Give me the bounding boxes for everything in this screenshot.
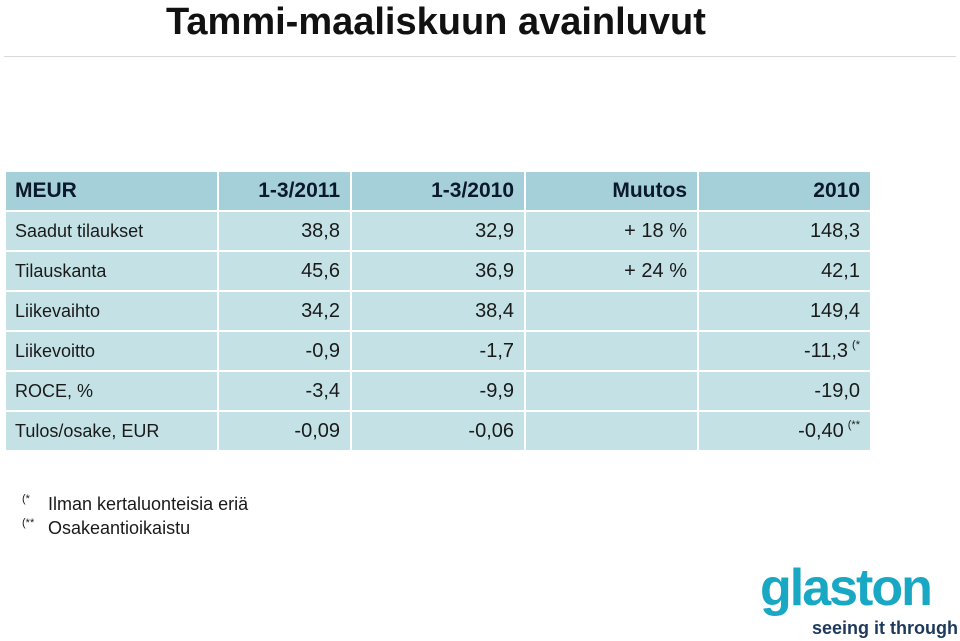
cell-2010: 42,1 [697,250,872,292]
table-row: Liikevaihto 34,2 38,4 149,4 [4,290,872,332]
row-label: ROCE, % [4,370,219,412]
column-header-meur: MEUR [4,170,219,212]
cell-2010: -19,0 [697,370,872,412]
row-label: Saadut tilaukset [4,210,219,252]
cell-q1-2010: 36,9 [350,250,526,292]
cell-q1-2011: 38,8 [217,210,352,252]
cell-2010-value: -11,3 [803,340,849,362]
cell-q1-2011: 34,2 [217,290,352,332]
table-row: Tulos/osake, EUR -0,09 -0,06 -0,40 (** [4,410,872,452]
footnote-marker: (* [852,339,860,351]
cell-2010: -11,3 (* [697,330,872,372]
cell-change: + 18 % [524,210,699,252]
key-figures-table: MEUR 1-3/2011 1-3/2010 Muutos 2010 Saadu… [4,170,872,452]
cell-q1-2010: -9,9 [350,370,526,412]
footnote-item: (** Osakeantioikaistu [22,517,191,539]
column-header-q1-2011: 1-3/2011 [217,170,352,212]
footnotes: (* Ilman kertaluonteisia eriä (** Osakeant… [22,492,248,540]
cell-q1-2011: -0,09 [217,410,352,452]
cell-change: + 24 % [524,250,699,292]
column-header-change: Muutos [524,170,699,212]
table-row: Tilauskanta 45,6 36,9 + 24 % 42,1 [4,250,872,292]
cell-q1-2010: 38,4 [350,290,526,332]
cell-2010-value: -19,0 [814,380,860,402]
cell-q1-2011: -0,9 [217,330,352,372]
column-header-2010: 2010 [697,170,872,212]
footnote-text: Ilman kertaluonteisia eriä [48,494,249,514]
cell-q1-2010: -1,7 [350,330,526,372]
footnote-marker: (** [847,419,860,431]
cell-q1-2010: 32,9 [350,210,526,252]
cell-change [524,290,699,332]
cell-2010: 149,4 [697,290,872,332]
cell-2010-value: 148,3 [809,220,860,242]
glaston-logo: glaston seeing it through [760,560,960,641]
logo-tagline: seeing it through [812,618,958,638]
cell-q1-2010: -0,06 [350,410,526,452]
column-header-q1-2010: 1-3/2010 [350,170,526,212]
cell-change [524,370,699,412]
cell-q1-2011: 45,6 [217,250,352,292]
page-title: Tammi-maaliskuun avainluvut [166,1,706,43]
cell-change [524,410,699,452]
cell-2010: -0,40 (** [697,410,872,452]
row-label: Liikevaihto [4,290,219,332]
cell-2010-value: 149,4 [809,300,860,322]
cell-2010-value: -0,40 [798,420,844,442]
table-row: Liikevoitto -0,9 -1,7 -11,3 (* [4,330,872,372]
cell-2010-value: 42,1 [821,260,860,282]
cell-2010: 148,3 [697,210,872,252]
title-divider [4,56,956,57]
row-label: Tulos/osake, EUR [4,410,219,452]
table-row: ROCE, % -3,4 -9,9 -19,0 [4,370,872,412]
footnote-item: (* Ilman kertaluonteisia eriä [22,493,249,515]
cell-q1-2011: -3,4 [217,370,352,412]
logo-wordmark: glaston [760,559,933,617]
cell-change [524,330,699,372]
table-row: Saadut tilaukset 38,8 32,9 + 18 % 148,3 [4,210,872,252]
row-label: Liikevoitto [4,330,219,372]
footnote-text: Osakeantioikaistu [48,518,191,538]
row-label: Tilauskanta [4,250,219,292]
table-header-row: MEUR 1-3/2011 1-3/2010 Muutos 2010 [4,170,872,212]
